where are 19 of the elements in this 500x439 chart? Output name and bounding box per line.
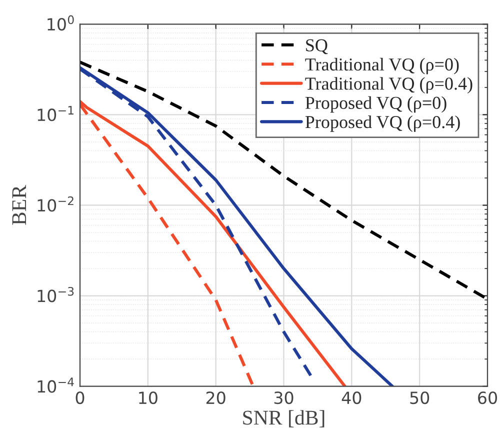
x-tick-label: 20 (206, 391, 226, 404)
x-tick-label: 50 (410, 391, 430, 404)
legend-label: SQ (306, 39, 328, 54)
x-tick-label: 10 (139, 391, 158, 404)
y-tick-label: 10$^{−1}$ (38, 106, 74, 122)
y-tick-label: 10$^{−2}$ (38, 196, 74, 212)
legend-label: Traditional VQ (ρ=0) (305, 58, 459, 74)
legend-label: Proposed VQ (ρ=0.4) (305, 115, 460, 132)
x-tick-label: 60 (478, 391, 497, 404)
y-tick-label: 10$^{−3}$ (38, 286, 74, 302)
x-tick-label: 0 (76, 391, 84, 404)
legend-label: Traditional VQ (ρ=0.4) (305, 77, 472, 94)
y-axis-title: BER (12, 185, 26, 225)
y-tick-label: 10$^{0}$ (48, 15, 74, 31)
legend-label: Proposed VQ (ρ=0) (305, 96, 446, 113)
x-tick-label: 40 (342, 391, 362, 404)
y-tick-label: 10$^{−4}$ (38, 378, 74, 393)
x-axis-title: SNR [dB] (243, 410, 324, 428)
x-tick-label: 30 (274, 391, 294, 404)
